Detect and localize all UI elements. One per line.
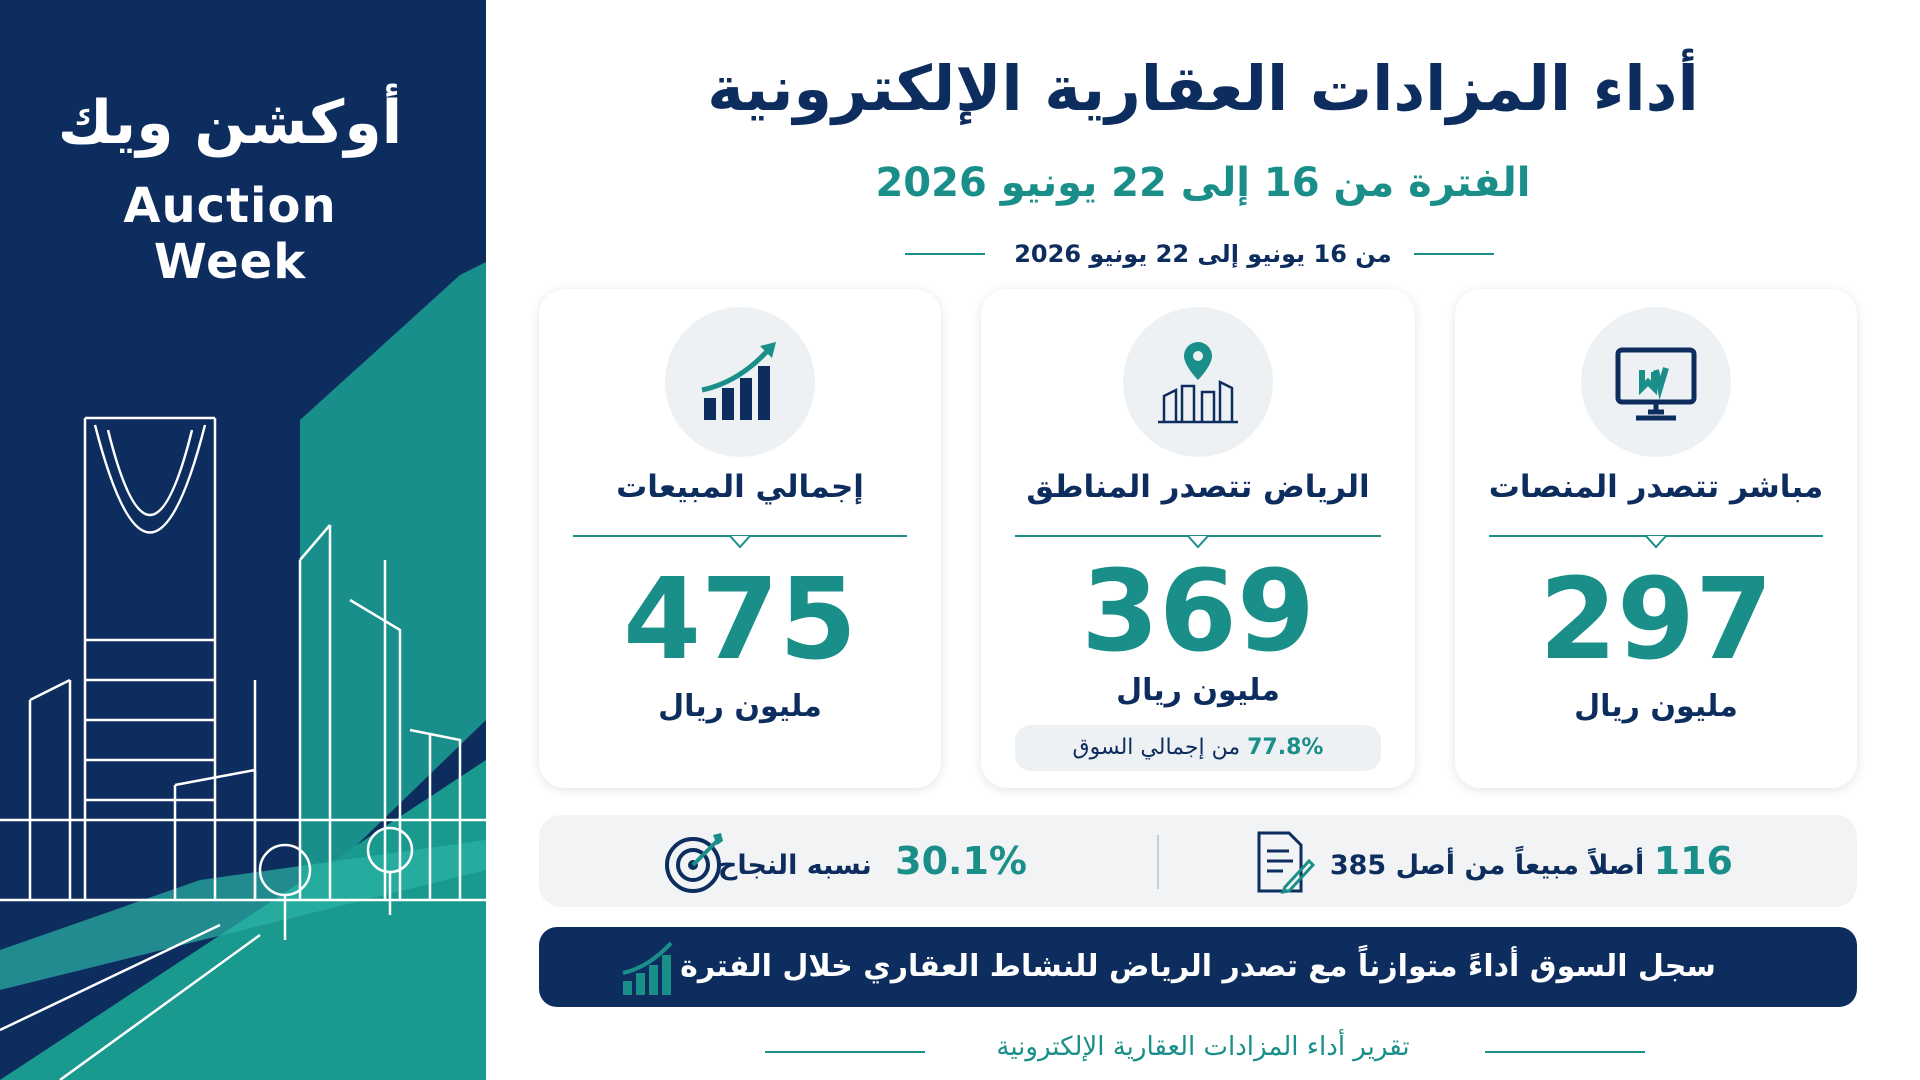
- card-value: 297: [1539, 555, 1773, 685]
- icon: [665, 307, 815, 457]
- card-title: إجمالي المبيعات: [616, 469, 864, 505]
- card: إجمالي المبيعات 475 مليون ريال: [539, 289, 941, 788]
- icon: [1123, 307, 1273, 457]
- subtitle: الفترة من 16 إلى 22 يونيو 2026: [875, 160, 1531, 206]
- icon: [1581, 307, 1731, 457]
- card-unit: مليون ريال: [1574, 689, 1738, 724]
- card-value: 475: [623, 555, 857, 685]
- target-icon: [665, 833, 723, 893]
- card-value: 369: [1081, 547, 1315, 677]
- chevron: [729, 536, 751, 549]
- monitor-icon: [1615, 347, 1697, 421]
- stats-bar: 116 أصلاً مبيعاً من أصل 385 30.1% نسبه ا…: [539, 815, 1857, 907]
- card: مباشر تتصدر المنصات 297 مليون ريال: [1455, 289, 1857, 788]
- stat-value: 116: [1653, 839, 1733, 883]
- chevron: [1645, 536, 1667, 549]
- logo-english: Auction Week: [123, 178, 337, 290]
- divider: [1414, 253, 1494, 255]
- logo-arabic: أوكشن ويك: [57, 88, 403, 158]
- title: أداء المزادات العقارية الإلكترونية: [707, 52, 1699, 125]
- divider: [905, 253, 985, 255]
- growth-icon: [701, 342, 776, 420]
- card: الرياض تتصدر المناطق 369 مليون ريال 77.8…: [981, 289, 1415, 788]
- footer-line: [1485, 1051, 1645, 1053]
- banner-text: سجل السوق أداءً متوازناً مع تصدر الرياض …: [680, 949, 1716, 984]
- stat-value: 30.1%: [895, 839, 1027, 883]
- card-unit: مليون ريال: [658, 689, 822, 724]
- stat: 116 أصلاً مبيعاً من أصل 385: [1330, 815, 1733, 907]
- side-panel: أوكشن ويك Auction Week: [0, 0, 486, 1080]
- card-title: مباشر تتصدر المنصات: [1488, 469, 1824, 505]
- cards: مباشر تتصدر المنصات 297 مليون ريال الريا…: [539, 289, 1857, 788]
- card-note: 77.8% من إجمالي السوق: [1015, 725, 1381, 771]
- banner-icon: [622, 941, 673, 995]
- city-pin-icon: [1158, 342, 1238, 424]
- stat-text: أصلاً مبيعاً من أصل 385: [1329, 850, 1645, 881]
- banner: سجل السوق أداءً متوازناً مع تصدر الرياض …: [539, 927, 1857, 1007]
- note-value: 77.8%: [1247, 735, 1324, 760]
- stat: 30.1% نسبه النجاح: [718, 815, 1027, 907]
- skyline: [0, 262, 486, 1080]
- stat-text: نسبه النجاح: [717, 850, 872, 881]
- card-title: الرياض تتصدر المناطق: [1026, 469, 1370, 505]
- note-text: من إجمالي السوق: [1072, 735, 1241, 760]
- document-icon: [1257, 831, 1315, 894]
- footer: تقرير أداء المزادات العقارية الإلكترونية: [996, 1032, 1410, 1062]
- stat-divider: [1157, 835, 1159, 889]
- card-unit: مليون ريال: [1116, 673, 1280, 708]
- footer-line: [765, 1051, 925, 1053]
- date: من 16 يونيو إلى 22 يونيو 2026: [1014, 240, 1392, 268]
- chevron: [1187, 536, 1209, 549]
